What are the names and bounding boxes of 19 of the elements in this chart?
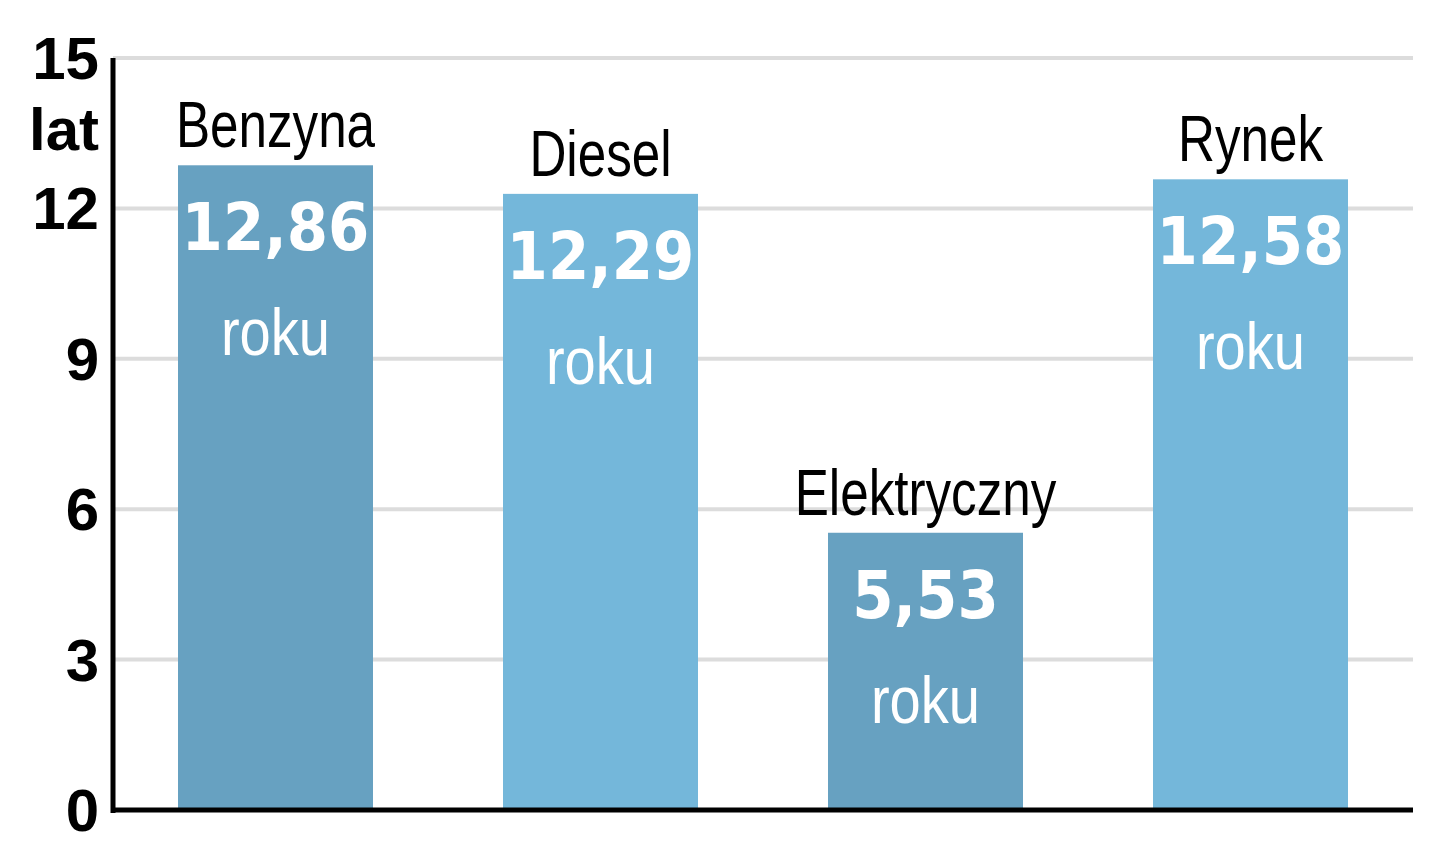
y-tick-label: 0 bbox=[65, 777, 99, 844]
bar bbox=[828, 532, 1023, 810]
y-tick-label: 12 bbox=[32, 175, 99, 243]
y-tick-label: 15 bbox=[32, 25, 99, 92]
y-tick-label: 6 bbox=[65, 476, 99, 544]
x-tick-label: Rynek bbox=[1177, 103, 1324, 175]
bar bbox=[503, 193, 698, 810]
y-tick-label: 9 bbox=[65, 325, 99, 393]
x-tick-label: Benzyna bbox=[175, 89, 376, 161]
y-axis-title: lat bbox=[28, 96, 100, 163]
bar bbox=[1153, 179, 1348, 810]
y-tick-label: 3 bbox=[65, 626, 99, 694]
data-label: 5,53 roku bbox=[852, 556, 999, 737]
x-tick-label: Diesel bbox=[529, 118, 672, 190]
data-label: 12,29 roku bbox=[506, 217, 695, 398]
bar bbox=[178, 165, 373, 810]
x-tick-label: Elektryczny bbox=[794, 457, 1057, 529]
data-label: 12,58 roku bbox=[1156, 203, 1345, 384]
data-label: 12,86 roku bbox=[181, 189, 370, 370]
